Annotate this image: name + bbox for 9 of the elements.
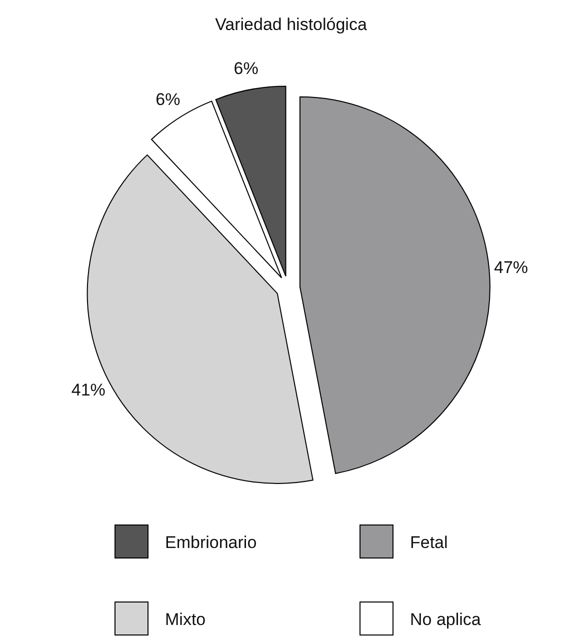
data-label: 47%	[494, 258, 528, 277]
legend-label: Embrionario	[165, 533, 257, 552]
legend-label: No aplica	[410, 610, 482, 629]
data-label: 41%	[71, 380, 106, 400]
data-label: 6%	[234, 58, 258, 78]
legend-label: Mixto	[165, 610, 206, 629]
chart-title: Variedad histológica	[215, 15, 368, 34]
legend-label: Fetal	[410, 533, 448, 552]
data-label: 6%	[156, 90, 180, 109]
